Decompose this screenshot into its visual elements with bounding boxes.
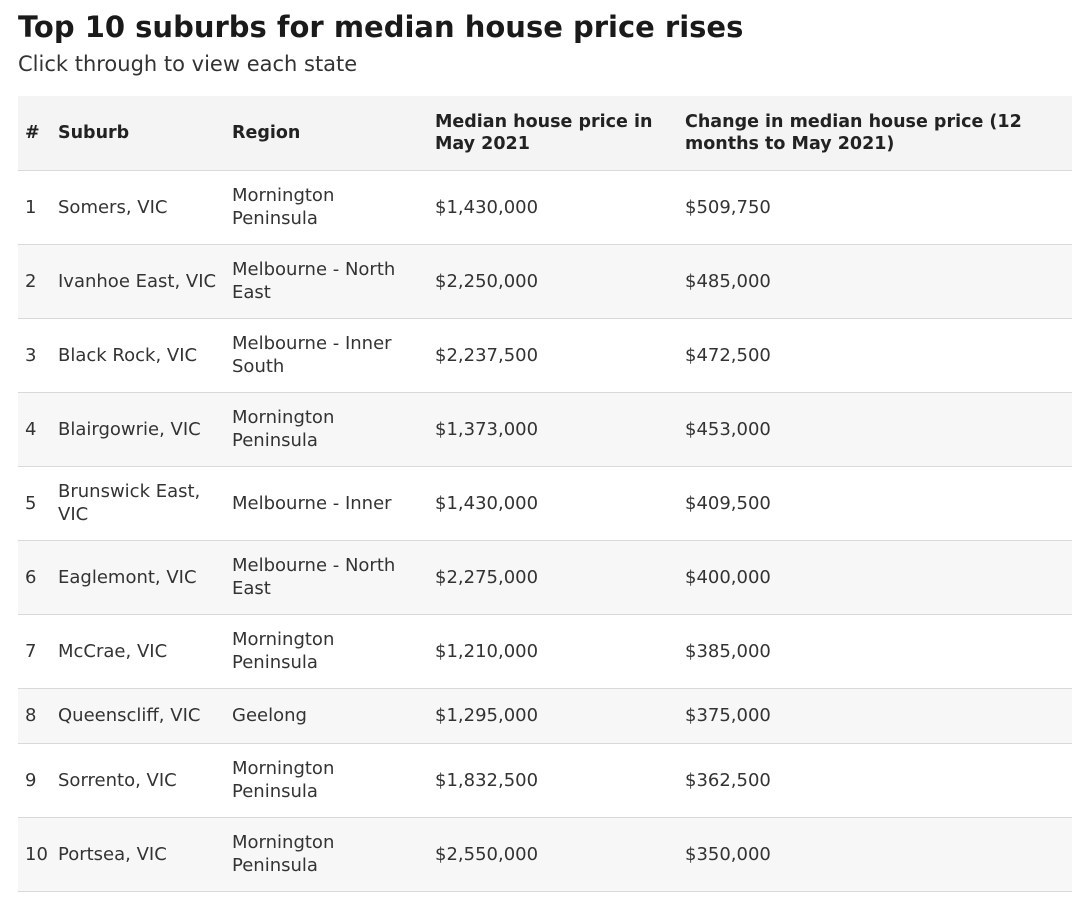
table-header-row: # Suburb Region Median house price in Ma… <box>18 96 1072 170</box>
region-cell: Mornington Peninsula <box>232 758 335 802</box>
change-cell: $400,000 <box>685 566 771 588</box>
region-cell: Mornington Peninsula <box>232 407 335 451</box>
change-cell: $385,000 <box>685 640 771 662</box>
column-header-rank[interactable]: # <box>25 122 40 143</box>
region-cell: Melbourne - Inner <box>232 492 392 514</box>
table-row: 7 McCrae, VIC Mornington Peninsula $1,21… <box>18 614 1072 688</box>
page-subtitle: Click through to view each state <box>18 52 358 76</box>
rank-cell: 10 <box>25 843 48 865</box>
region-cell: Geelong <box>232 705 307 726</box>
suburb-cell: Eaglemont, VIC <box>58 566 197 588</box>
page-title: Top 10 suburbs for median house price ri… <box>18 10 744 44</box>
region-cell: Mornington Peninsula <box>232 832 335 876</box>
table-body: 1 Somers, VIC Mornington Peninsula $1,43… <box>18 170 1072 891</box>
suburb-cell: Queenscliff, VIC <box>58 705 201 726</box>
rank-cell: 9 <box>25 769 37 791</box>
table-row: 10 Portsea, VIC Mornington Peninsula $2,… <box>18 817 1072 891</box>
change-cell: $472,500 <box>685 344 771 366</box>
suburb-cell: McCrae, VIC <box>58 640 168 662</box>
column-header-suburb[interactable]: Suburb <box>58 122 130 143</box>
suburb-cell: Black Rock, VIC <box>58 344 198 366</box>
region-cell: Melbourne - North East <box>232 259 396 303</box>
change-cell: $375,000 <box>685 705 771 726</box>
suburb-cell: Portsea, VIC <box>58 843 167 865</box>
table-row: 8 Queenscliff, VIC Geelong $1,295,000 $3… <box>18 688 1072 743</box>
price-cell: $1,430,000 <box>435 492 539 514</box>
change-cell: $509,750 <box>685 196 771 218</box>
column-header-median-price[interactable]: Median house price in May 2021 <box>435 111 653 154</box>
change-cell: $453,000 <box>685 418 771 440</box>
table-row: 6 Eaglemont, VIC Melbourne - North East … <box>18 540 1072 614</box>
table-header: # Suburb Region Median house price in Ma… <box>18 96 1072 170</box>
rank-cell: 4 <box>25 418 37 440</box>
suburb-cell: Somers, VIC <box>58 196 168 218</box>
rank-cell: 8 <box>25 705 37 726</box>
rank-cell: 2 <box>25 270 37 292</box>
suburb-price-table: # Suburb Region Median house price in Ma… <box>18 96 1072 892</box>
change-cell: $409,500 <box>685 492 771 514</box>
suburb-cell: Blairgowrie, VIC <box>58 418 201 440</box>
rank-cell: 3 <box>25 344 37 366</box>
region-cell: Mornington Peninsula <box>232 629 335 673</box>
table-row: 5 Brunswick East, VIC Melbourne - Inner … <box>18 466 1072 540</box>
price-cell: $1,295,000 <box>435 705 539 726</box>
table-row: 1 Somers, VIC Mornington Peninsula $1,43… <box>18 170 1072 244</box>
price-cell: $2,250,000 <box>435 270 539 292</box>
change-cell: $362,500 <box>685 769 771 791</box>
table-row: 9 Sorrento, VIC Mornington Peninsula $1,… <box>18 743 1072 817</box>
suburb-cell: Sorrento, VIC <box>58 769 177 791</box>
column-header-region[interactable]: Region <box>232 122 301 143</box>
price-cell: $1,373,000 <box>435 418 539 440</box>
rank-cell: 5 <box>25 492 37 514</box>
table-row: 3 Black Rock, VIC Melbourne - Inner Sout… <box>18 318 1072 392</box>
region-cell: Melbourne - North East <box>232 555 396 599</box>
price-cell: $2,550,000 <box>435 843 539 865</box>
change-cell: $350,000 <box>685 843 771 865</box>
rank-cell: 7 <box>25 640 37 662</box>
table-row: 2 Ivanhoe East, VIC Melbourne - North Ea… <box>18 244 1072 318</box>
rank-cell: 1 <box>25 196 37 218</box>
region-cell: Mornington Peninsula <box>232 185 335 229</box>
rank-cell: 6 <box>25 566 37 588</box>
region-cell: Melbourne - Inner South <box>232 333 392 377</box>
price-cell: $2,275,000 <box>435 566 539 588</box>
column-header-price-change[interactable]: Change in median house price (12 months … <box>685 111 1022 154</box>
price-cell: $2,237,500 <box>435 344 539 366</box>
suburb-cell: Brunswick East, VIC <box>58 481 201 525</box>
price-cell: $1,430,000 <box>435 196 539 218</box>
change-cell: $485,000 <box>685 270 771 292</box>
suburb-cell: Ivanhoe East, VIC <box>58 270 217 292</box>
table-row: 4 Blairgowrie, VIC Mornington Peninsula … <box>18 392 1072 466</box>
price-cell: $1,832,500 <box>435 769 539 791</box>
price-cell: $1,210,000 <box>435 640 539 662</box>
